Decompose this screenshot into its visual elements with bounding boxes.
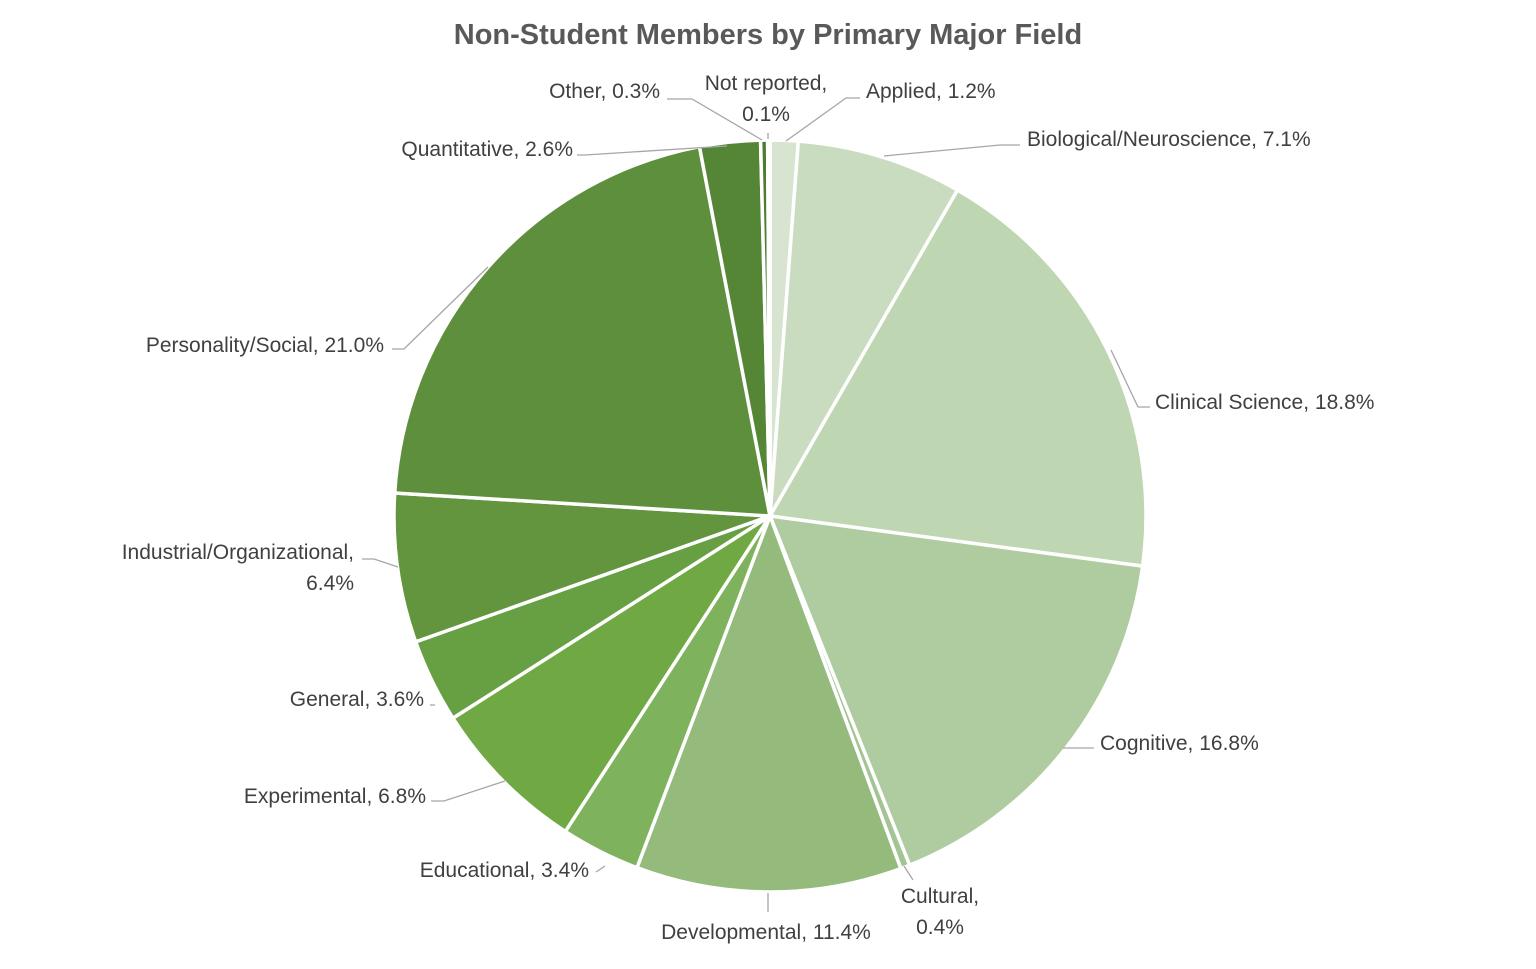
pie-slice-developmental xyxy=(635,514,903,894)
leader-line-applied xyxy=(785,97,860,142)
leader-line-educational xyxy=(595,865,606,873)
leader-line-experimental xyxy=(431,780,506,802)
data-label-applied: Applied, 1.2% xyxy=(866,80,996,103)
data-label-quantitative: Quantitative, 2.6% xyxy=(401,138,573,161)
data-label-not-reported: Not reported, 0.1% xyxy=(705,72,828,126)
pie-slice-experimental xyxy=(451,514,772,834)
pie-slice-clinical-science xyxy=(768,188,1148,568)
leader-line-cultural xyxy=(903,865,914,881)
slice-labels: Applied, 1.2% Biological/Neuroscience, 7.… xyxy=(122,72,1375,944)
pie-slice-biological-neuroscience xyxy=(768,139,960,518)
pie-slice-industrial-organizational xyxy=(392,491,772,644)
leader-line-industrial-organizational xyxy=(362,558,399,568)
leader-line-quantitative xyxy=(577,145,728,156)
data-label-general: General, 3.6% xyxy=(290,688,424,711)
chart-title: Non-Student Members by Primary Major Fie… xyxy=(454,19,1082,51)
data-label-cognitive: Cognitive, 16.8% xyxy=(1100,732,1259,755)
leader-line-other xyxy=(667,98,763,141)
leader-line-clinical-science xyxy=(1110,349,1150,408)
pie-slice-not-reported xyxy=(765,138,772,518)
data-label-cultural: Cultural, 0.4% xyxy=(901,885,979,939)
leader-line-biological-neuroscience xyxy=(883,144,1020,157)
data-label-developmental: Developmental, 11.4% xyxy=(661,921,871,944)
pie-slices xyxy=(392,138,1148,894)
data-label-experimental: Experimental, 6.8% xyxy=(244,785,426,808)
data-label-industrial-organizational: Industrial/Organizational, 6.4% xyxy=(122,541,354,595)
pie-slice-cognitive xyxy=(768,514,1145,867)
leader-lines xyxy=(362,97,1150,912)
leader-line-personality-social xyxy=(392,266,489,350)
data-label-educational: Educational, 3.4% xyxy=(420,859,589,882)
data-label-personality-social: Personality/Social, 21.0% xyxy=(146,334,384,357)
data-label-biological-neuroscience: Biological/Neuroscience, 7.1% xyxy=(1027,128,1311,151)
data-label-other: Other, 0.3% xyxy=(549,80,660,103)
data-label-clinical-science: Clinical Science, 18.8% xyxy=(1155,391,1374,414)
